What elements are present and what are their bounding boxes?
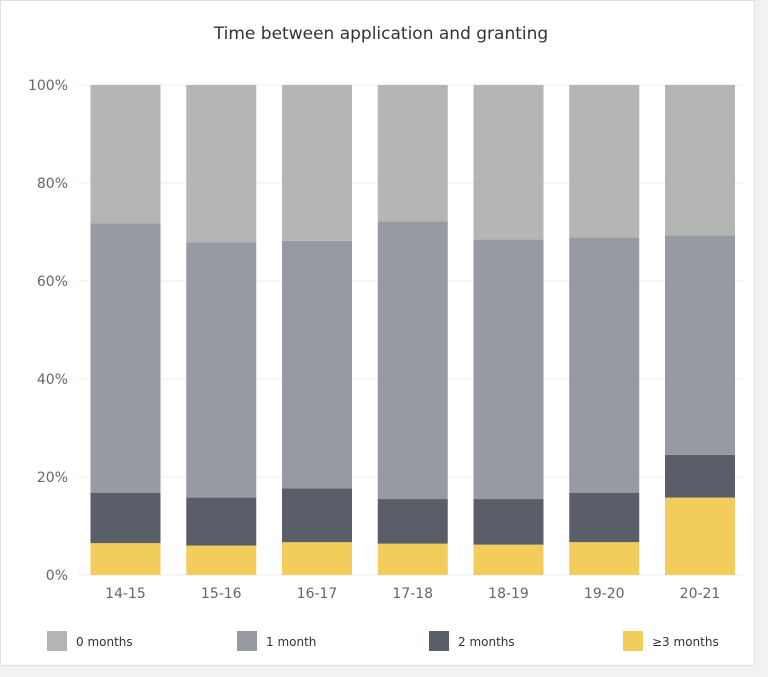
bar-stack	[282, 85, 352, 575]
x-tick-label: 18-19	[488, 586, 529, 602]
bar-stack	[90, 85, 161, 575]
y-tick-label: 60%	[37, 274, 68, 290]
bar-segment	[665, 497, 735, 575]
x-tick-label: 14-15	[105, 586, 146, 602]
legend-swatch	[429, 631, 449, 651]
bars	[90, 85, 735, 575]
bar-segment	[569, 85, 640, 238]
legend-item: 0 months	[47, 631, 133, 651]
bar-segment	[90, 492, 161, 544]
x-tick-label: 19-20	[584, 586, 625, 602]
bar-segment	[186, 497, 257, 546]
bar-segment	[282, 542, 352, 575]
bar-segment	[282, 488, 352, 543]
legend: 0 months 1 month 2 months ≥3 months	[47, 631, 719, 651]
x-tick-label: 17-18	[392, 586, 433, 602]
bar-segment	[473, 239, 544, 500]
bar-segment	[473, 544, 544, 575]
legend-item: 1 month	[237, 631, 316, 651]
bar-segment	[90, 543, 161, 575]
bar-segment	[473, 85, 544, 240]
y-tick-label: 20%	[37, 470, 68, 486]
bar-segment	[282, 85, 352, 241]
x-axis-ticks: 14-15 15-16 16-17 17-18 18-19 19-20 20-21	[105, 586, 720, 602]
bar-segment	[569, 492, 640, 543]
bar-segment	[473, 499, 544, 545]
legend-label: 2 months	[458, 635, 515, 649]
bar-segment	[90, 223, 161, 493]
legend-item: 2 months	[429, 631, 515, 651]
bar-segment	[186, 242, 257, 498]
x-tick-label: 20-21	[680, 586, 721, 602]
bar-stack	[186, 85, 257, 575]
bar-segment	[569, 542, 640, 575]
y-tick-label: 0%	[46, 568, 68, 584]
bar-segment	[665, 85, 735, 236]
bar-segment	[282, 240, 352, 489]
bar-stack	[665, 85, 735, 575]
bar-segment	[377, 85, 448, 222]
y-tick-label: 40%	[37, 372, 68, 388]
bar-segment	[377, 221, 448, 500]
legend-label: 1 month	[266, 635, 316, 649]
bar-stack	[473, 85, 544, 575]
legend-item: ≥3 months	[623, 631, 719, 651]
legend-swatch	[47, 631, 67, 651]
bar-segment	[377, 499, 448, 544]
bar-segment	[665, 235, 735, 455]
y-axis-ticks: 0% 20% 40% 60% 80% 100%	[28, 78, 68, 584]
legend-swatch	[237, 631, 257, 651]
bar-segment	[90, 85, 161, 224]
x-tick-label: 15-16	[201, 586, 242, 602]
bar-stack	[377, 85, 448, 575]
bar-segment	[186, 85, 257, 243]
y-tick-label: 100%	[28, 78, 68, 94]
bar-segment	[186, 545, 257, 575]
bar-segment	[665, 454, 735, 498]
legend-swatch	[623, 631, 643, 651]
bar-stack	[569, 85, 640, 575]
bar-segment	[377, 543, 448, 575]
y-tick-label: 80%	[37, 176, 68, 192]
chart-title: Time between application and granting	[213, 24, 548, 44]
x-tick-label: 16-17	[297, 586, 338, 602]
legend-label: ≥3 months	[652, 635, 719, 649]
bar-segment	[569, 237, 640, 493]
legend-label: 0 months	[76, 635, 133, 649]
